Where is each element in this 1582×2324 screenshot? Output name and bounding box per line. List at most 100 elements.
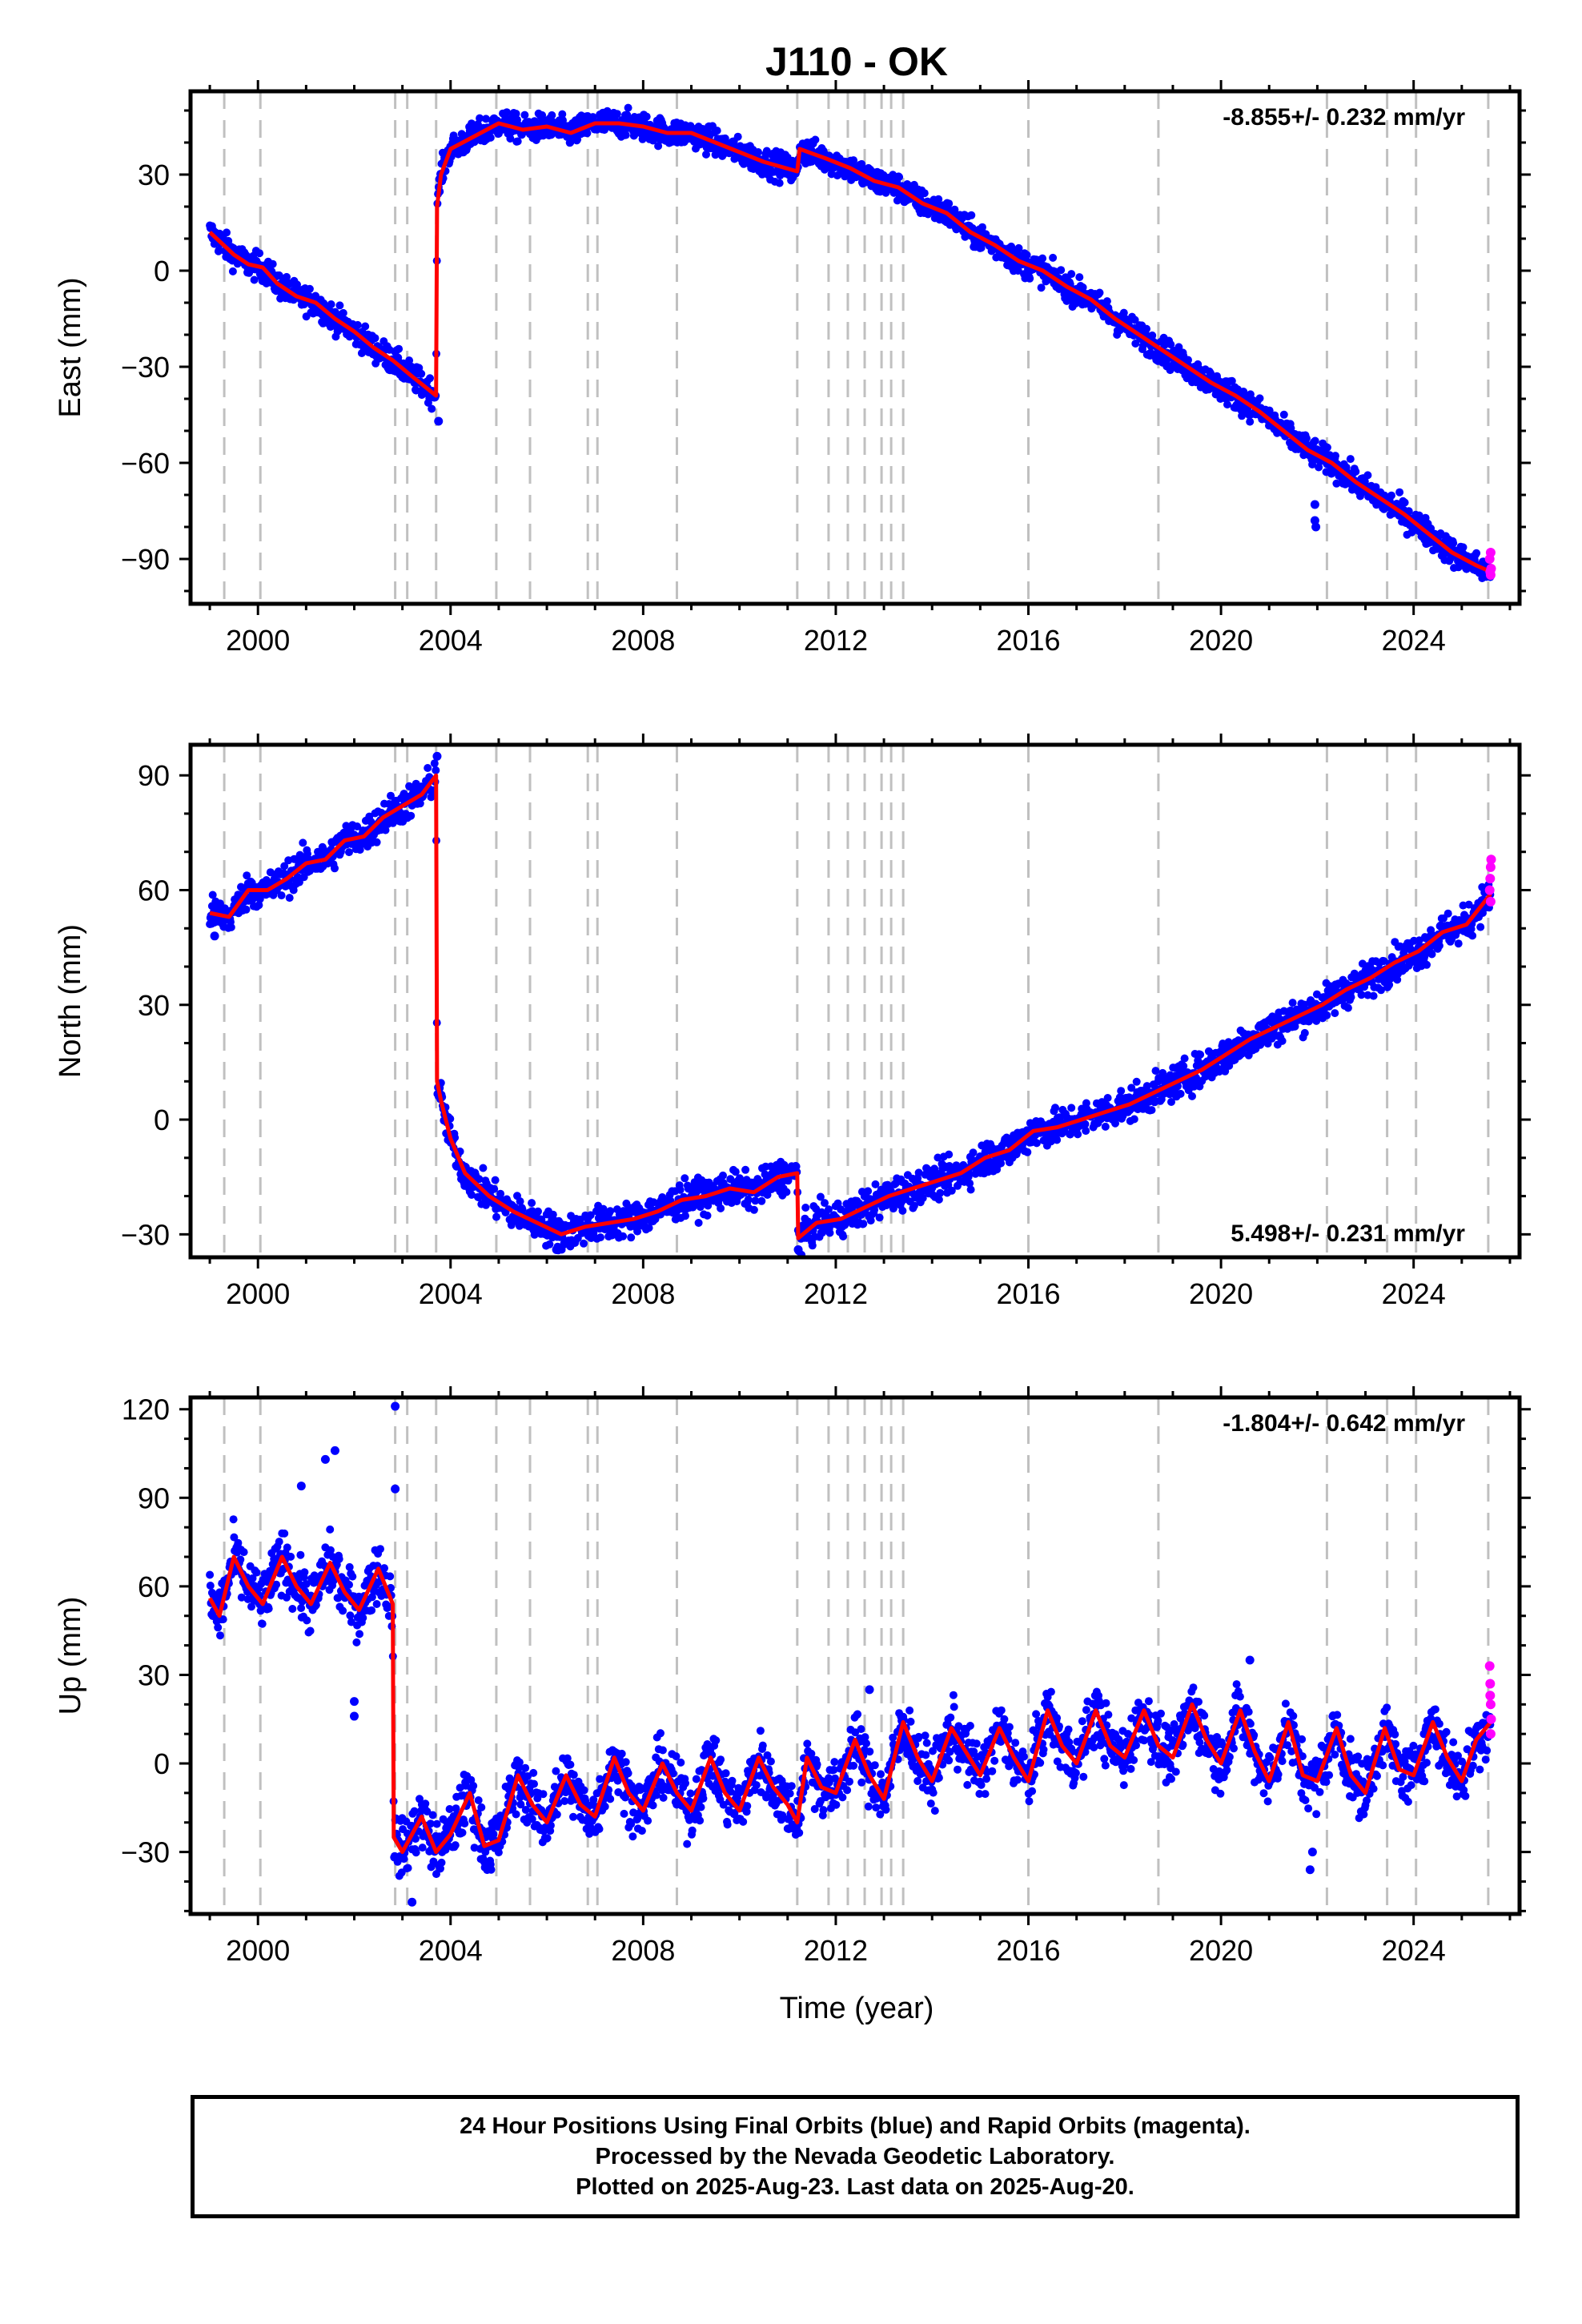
final-point xyxy=(348,1572,357,1581)
final-point xyxy=(476,114,484,123)
final-point xyxy=(801,1204,810,1212)
final-point xyxy=(1315,463,1323,472)
east-model-line xyxy=(208,121,1492,574)
final-point xyxy=(326,1525,335,1534)
final-point xyxy=(1180,1054,1189,1063)
final-point xyxy=(1346,455,1355,464)
final-point xyxy=(412,386,420,395)
final-point xyxy=(1049,253,1058,262)
final-point xyxy=(934,195,943,203)
final-point xyxy=(633,1227,642,1236)
final-point xyxy=(1331,1009,1339,1018)
final-point xyxy=(558,110,567,119)
final-point xyxy=(1176,1089,1185,1098)
final-point xyxy=(895,173,904,181)
final-point xyxy=(1151,1067,1160,1076)
final-point xyxy=(1363,471,1372,480)
final-point xyxy=(580,1239,588,1248)
final-point xyxy=(871,1180,880,1188)
final-point xyxy=(612,110,621,119)
final-point xyxy=(1148,331,1157,340)
final-point xyxy=(306,1626,315,1635)
final-point xyxy=(329,1576,338,1585)
final-point xyxy=(339,1606,347,1615)
final-point xyxy=(299,838,307,847)
north-rapid-points xyxy=(1484,854,1496,907)
final-point xyxy=(280,862,289,870)
final-point xyxy=(586,1211,595,1220)
final-point xyxy=(345,848,353,857)
final-point xyxy=(247,1602,255,1611)
final-point xyxy=(733,132,742,141)
final-point xyxy=(353,822,362,830)
final-point xyxy=(331,864,339,873)
final-point xyxy=(335,301,344,310)
rapid-point xyxy=(1486,564,1496,573)
y-tick-label: 90 xyxy=(138,759,170,792)
y-tick-label: −60 xyxy=(121,447,170,480)
final-point xyxy=(875,1213,884,1222)
final-point xyxy=(731,1168,740,1176)
final-point xyxy=(255,249,264,258)
final-point xyxy=(775,179,784,187)
final-point xyxy=(479,1164,488,1172)
final-point xyxy=(430,759,439,768)
final-point xyxy=(945,1150,954,1159)
final-point xyxy=(242,905,251,914)
rapid-point xyxy=(1485,896,1496,907)
final-point xyxy=(311,1601,320,1610)
x-tick-label: 2012 xyxy=(804,1277,868,1310)
final-point xyxy=(446,1115,455,1123)
final-point xyxy=(741,1165,750,1174)
final-point xyxy=(889,1204,897,1213)
final-point xyxy=(1032,1139,1041,1148)
final-point xyxy=(934,1195,943,1204)
final-point xyxy=(492,1212,500,1221)
final-point xyxy=(1311,436,1319,445)
final-point xyxy=(353,320,362,329)
final-point xyxy=(1167,1098,1175,1106)
final-point xyxy=(250,275,259,284)
final-point xyxy=(482,115,490,123)
final-point xyxy=(1238,412,1247,420)
final-point xyxy=(417,369,426,378)
east-panel: 2000 2004 2008 2012 2016 2020 2024300−30−60−90… xyxy=(54,80,1531,657)
final-point xyxy=(285,894,294,903)
final-point xyxy=(694,1219,703,1227)
final-point xyxy=(654,142,663,151)
final-point xyxy=(496,1189,505,1198)
final-point xyxy=(606,1207,615,1216)
up-panel: 2000 2004 2008 2012 2016 2020 20241209060300−3… xyxy=(54,1386,1531,1967)
final-point xyxy=(512,110,520,118)
final-point xyxy=(534,1207,542,1216)
final-point xyxy=(355,846,364,854)
final-point xyxy=(1351,467,1360,476)
final-point xyxy=(1423,960,1431,969)
final-point xyxy=(1184,356,1192,364)
final-point xyxy=(825,1205,833,1214)
final-point xyxy=(520,111,529,119)
final-point xyxy=(1255,394,1264,403)
final-point xyxy=(681,1212,689,1220)
final-point xyxy=(372,838,381,846)
final-point xyxy=(1302,434,1311,443)
east-rapid-points xyxy=(1484,548,1496,580)
final-point xyxy=(898,1206,907,1215)
final-point xyxy=(1196,1050,1205,1059)
east-y-ticks: 300−30−60−90 xyxy=(121,109,1531,593)
final-point xyxy=(1300,1028,1309,1037)
final-point xyxy=(1038,254,1047,263)
final-point xyxy=(490,1184,499,1193)
final-point xyxy=(914,1168,923,1177)
final-point xyxy=(1082,1099,1090,1108)
north-rate-label: 5.498+/- 0.231 mm/yr xyxy=(1231,1220,1465,1247)
final-point xyxy=(239,1548,248,1557)
final-point xyxy=(210,931,219,941)
final-point xyxy=(513,115,521,124)
final-point xyxy=(642,112,651,121)
final-point xyxy=(1095,288,1104,297)
final-point xyxy=(782,1188,791,1196)
final-point xyxy=(528,1199,536,1208)
final-point xyxy=(387,791,395,800)
north-model-line xyxy=(209,773,1492,1240)
